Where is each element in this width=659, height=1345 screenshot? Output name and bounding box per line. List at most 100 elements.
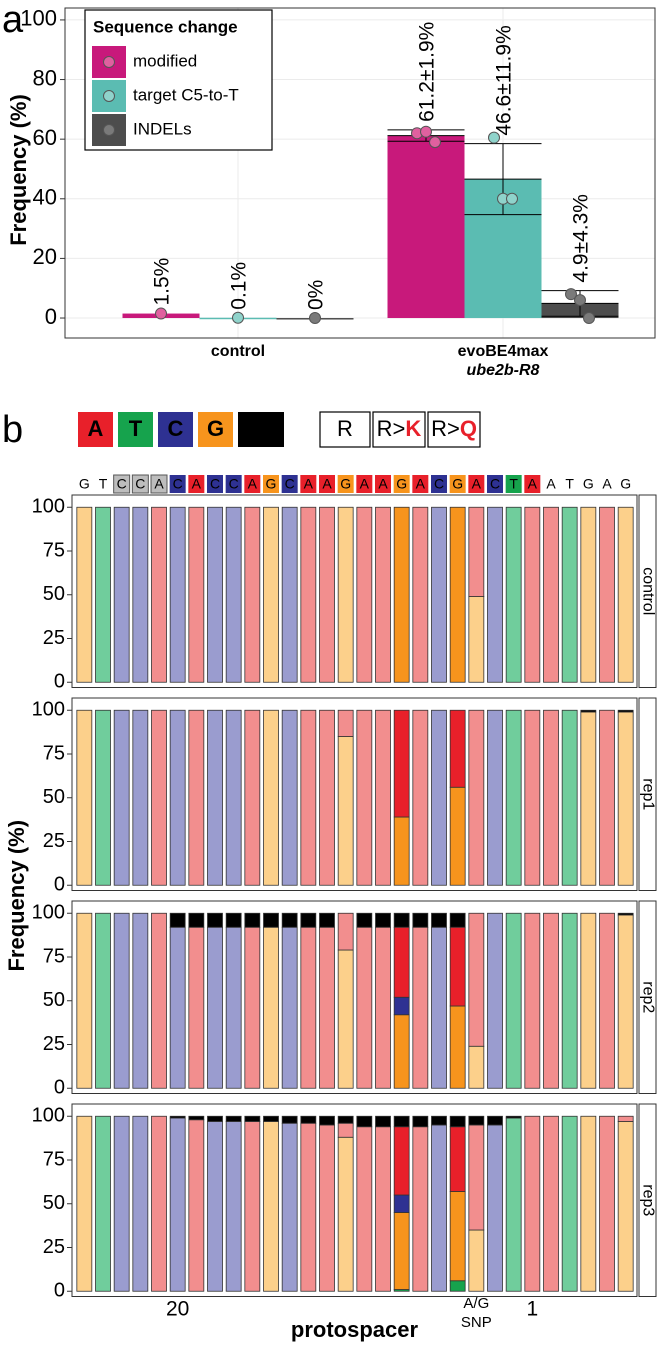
stack-segment — [300, 926, 317, 1089]
stack-segment — [468, 506, 485, 597]
stack-segment — [431, 1124, 447, 1292]
stack-segment — [113, 912, 130, 1089]
data-point — [488, 131, 500, 144]
stack-segment — [431, 912, 447, 928]
stack-segment — [76, 709, 93, 886]
stack-segment — [617, 914, 634, 1089]
y-tick-label: 100 — [32, 1105, 65, 1127]
stack-segment — [393, 912, 410, 928]
facet-strip — [638, 1103, 657, 1297]
codon-box — [427, 411, 481, 448]
stack-segment — [300, 709, 317, 886]
stack-segment — [132, 912, 149, 1089]
y-tick-label: 25 — [43, 1236, 65, 1258]
stack-segment — [617, 1121, 634, 1292]
stack-segment — [617, 506, 634, 683]
stack-segment — [580, 506, 597, 683]
stack-segment — [487, 709, 503, 886]
value-label: 61.2±1.9% — [416, 22, 439, 122]
stack-segment — [188, 912, 205, 928]
sequence-letter: C — [229, 476, 239, 492]
sequence-box — [188, 475, 205, 493]
stack-segment — [412, 709, 429, 886]
stack-segment — [375, 1115, 391, 1128]
stack-segment — [207, 506, 223, 683]
stack-segment — [169, 1117, 186, 1292]
codon-alt: K — [405, 416, 421, 441]
stack-segment — [263, 709, 279, 886]
stack-segment — [207, 709, 223, 886]
y-tick-label: 50 — [43, 1192, 65, 1214]
stack-segment — [113, 1115, 130, 1292]
stack-segment — [356, 1115, 373, 1128]
stack-segment — [337, 1115, 354, 1124]
y-tick-label: 0 — [54, 671, 65, 693]
stack-segment — [225, 709, 242, 886]
stack-segment — [393, 1126, 410, 1196]
stack-segment — [524, 709, 541, 886]
stack-segment — [169, 912, 186, 928]
key-box — [118, 412, 153, 447]
stack-segment — [431, 926, 447, 1089]
y-tick-label: 50 — [43, 989, 65, 1011]
stack-segment — [449, 1005, 466, 1089]
facet-label: rep3 — [639, 1184, 656, 1216]
stack-segment — [281, 506, 298, 683]
stack-segment — [431, 709, 447, 886]
panel-label: a — [2, 0, 24, 41]
stack-segment — [449, 1115, 466, 1128]
stack-segment — [412, 1126, 429, 1292]
stack-segment — [505, 506, 522, 683]
stack-segment — [468, 1229, 485, 1292]
sequence-box — [524, 475, 541, 493]
stack-segment — [561, 506, 578, 683]
stack-segment — [393, 1194, 410, 1213]
stack-segment — [524, 506, 541, 683]
stack-segment — [225, 1115, 242, 1122]
y-tick-label: 0 — [54, 1280, 65, 1302]
stack-segment — [487, 912, 503, 1089]
sequence-letter: A — [322, 476, 332, 492]
stack-segment — [393, 926, 410, 998]
facet-label: rep1 — [639, 778, 656, 810]
legend-label: modified — [133, 51, 197, 70]
stack-segment — [449, 912, 466, 928]
stack-segment — [599, 912, 615, 1089]
data-point — [155, 307, 167, 320]
sequence-letter: A — [154, 476, 164, 492]
y-tick-label: 25 — [43, 1033, 65, 1055]
stack-segment — [244, 912, 261, 928]
stack-segment — [375, 506, 391, 683]
y-tick-label: 100 — [32, 902, 65, 924]
sequence-letter: A — [472, 476, 482, 492]
stack-segment — [449, 709, 466, 788]
sequence-letter: A — [546, 476, 556, 492]
stack-segment — [375, 709, 391, 886]
x-axis-title: protospacer — [291, 1317, 419, 1342]
facet-strip — [638, 494, 657, 688]
legend-label: target C5-to-T — [133, 85, 239, 104]
legend-point — [103, 124, 115, 136]
sequence-box — [431, 475, 447, 493]
y-tick-label: 75 — [43, 1148, 65, 1170]
stack-segment — [412, 506, 429, 683]
stack-segment — [393, 816, 410, 886]
stack-segment — [76, 1115, 93, 1292]
y-tick-label: 75 — [43, 742, 65, 764]
stack-segment — [76, 506, 93, 683]
codon-alt: Q — [460, 416, 477, 441]
codon-label: R>K — [377, 416, 422, 441]
sequence-letter: C — [117, 476, 127, 492]
y-tick-label: 0 — [54, 1077, 65, 1099]
stack-segment — [263, 1121, 279, 1292]
stack-segment — [617, 1115, 634, 1122]
stack-segment — [580, 1115, 597, 1292]
sequence-letter: C — [490, 476, 500, 492]
x-tick-label: evoBE4max — [458, 343, 549, 360]
stack-segment — [169, 926, 186, 1089]
value-label: 4.9±4.3% — [570, 194, 593, 283]
stack-segment — [225, 912, 242, 928]
plot-frame — [64, 7, 656, 339]
stack-segment — [207, 912, 223, 928]
